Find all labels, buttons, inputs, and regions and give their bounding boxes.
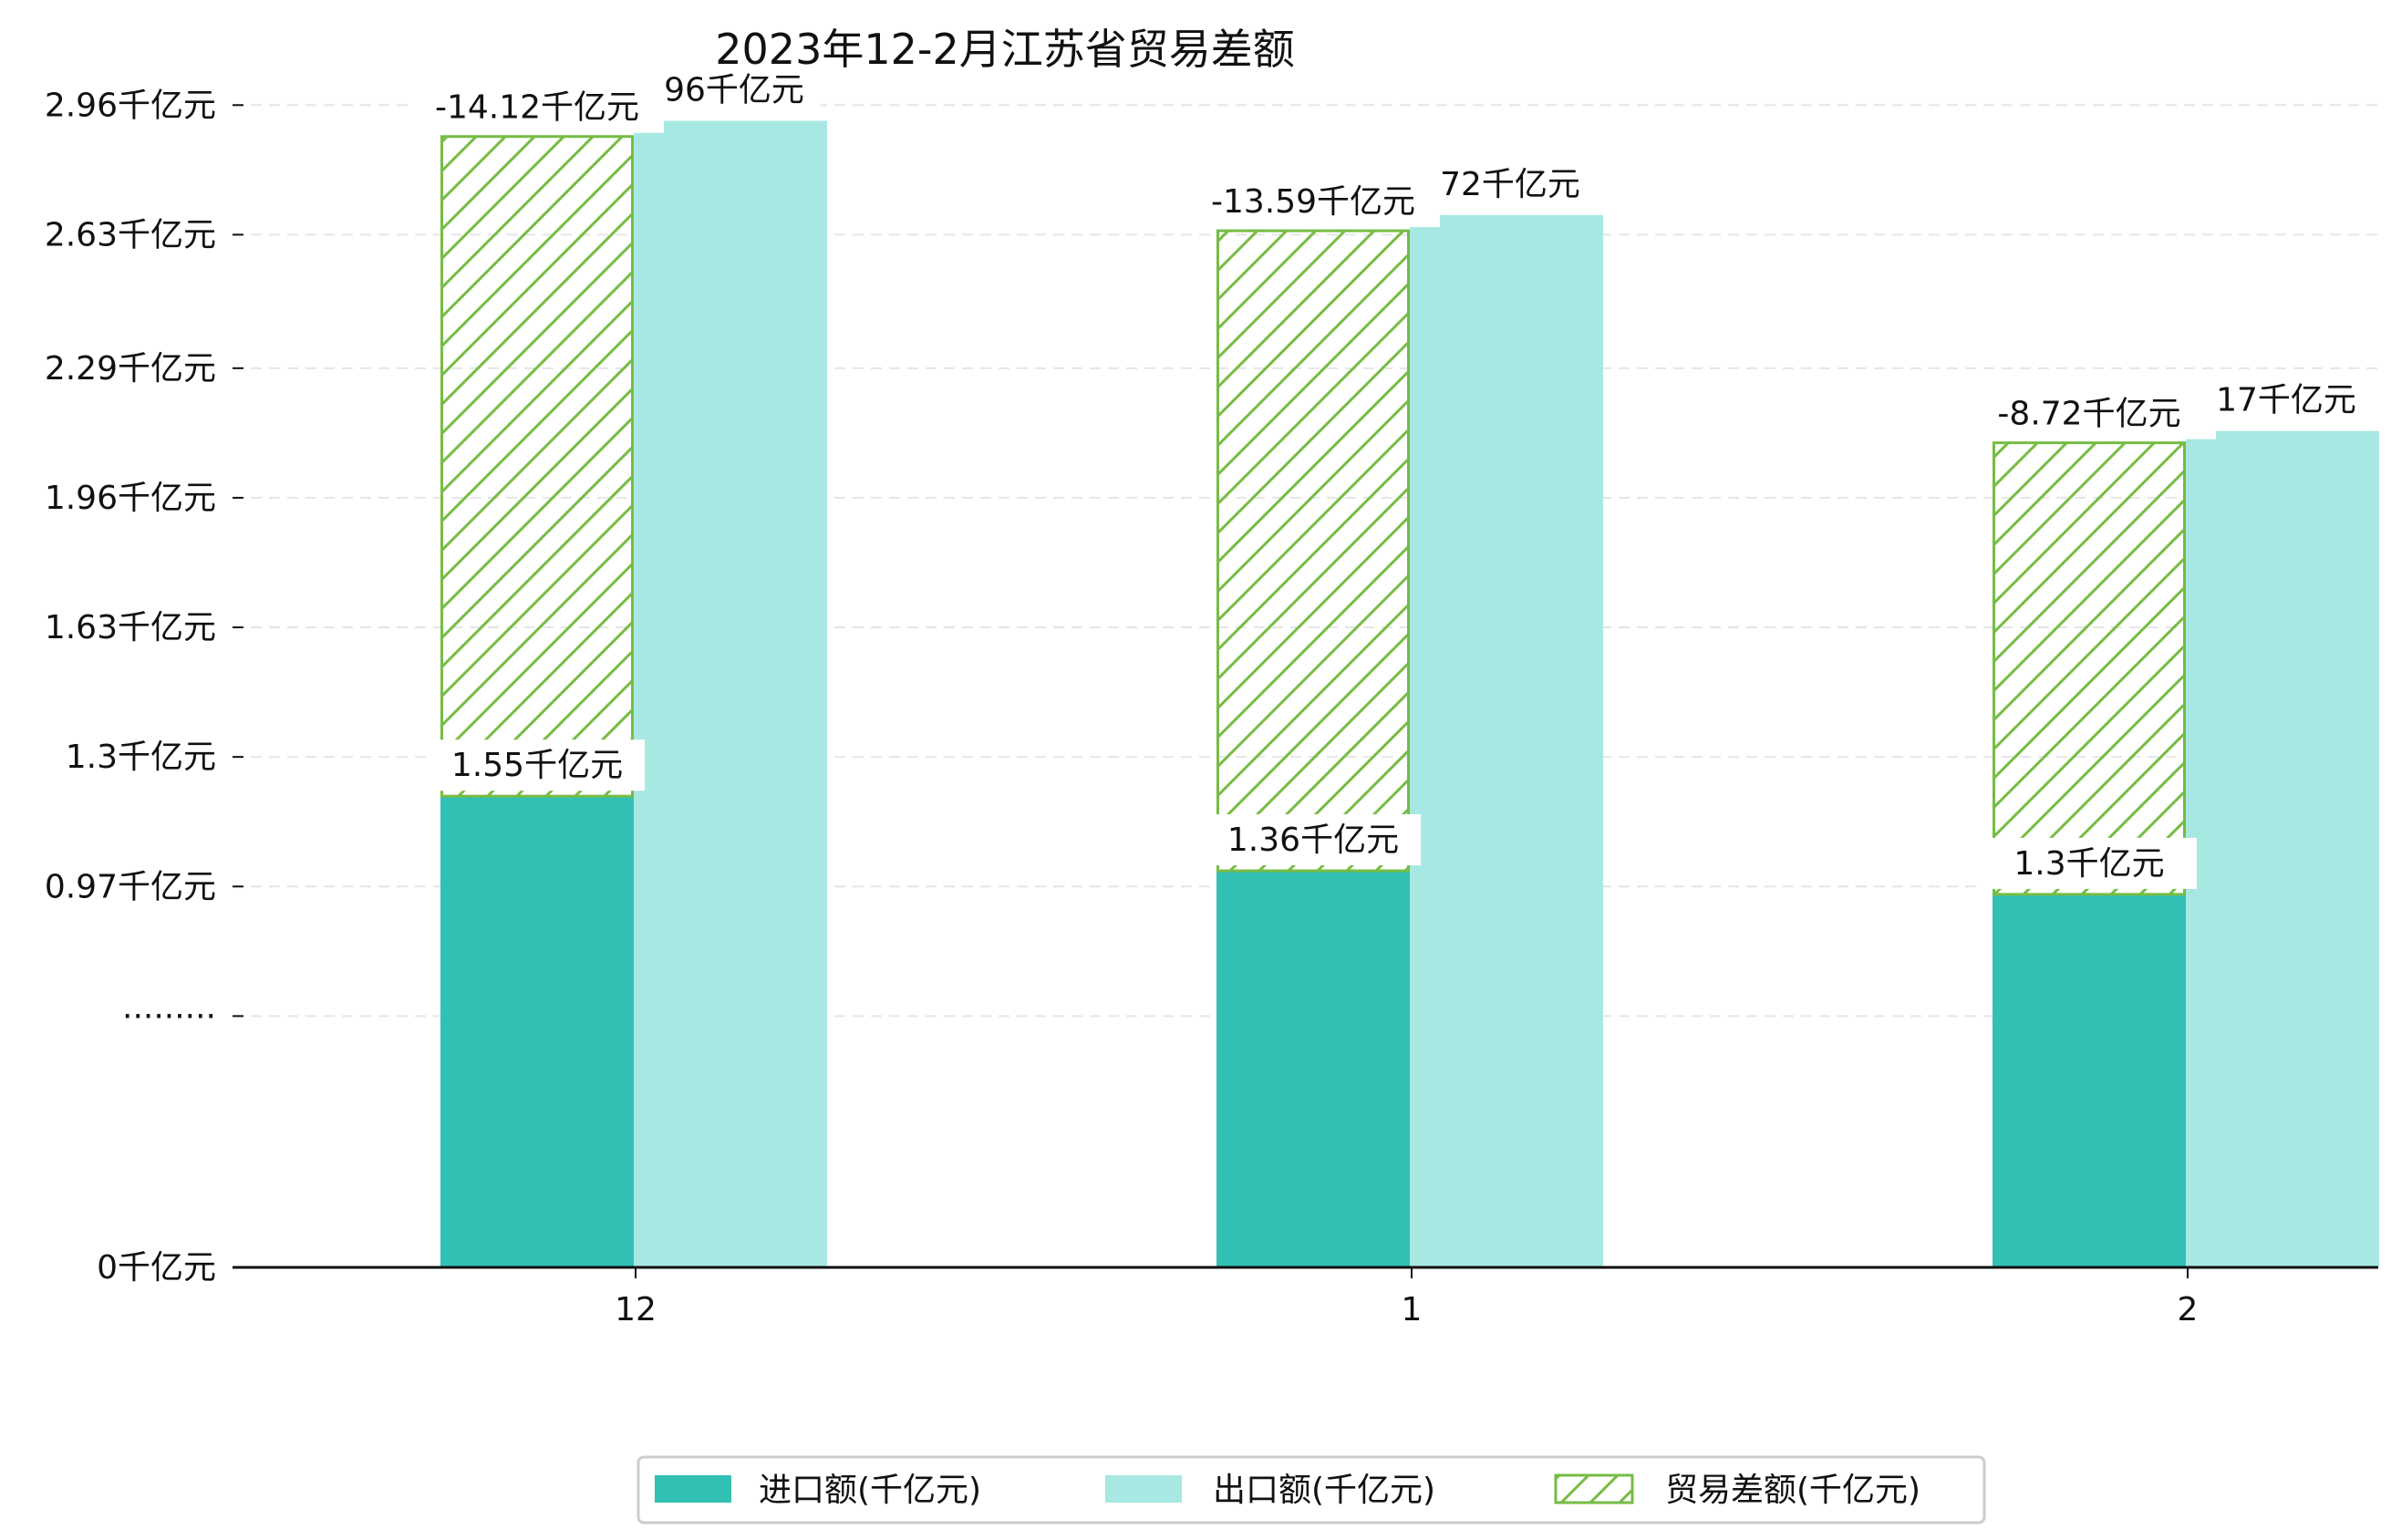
- export-label: 96千亿元: [648, 64, 820, 116]
- export-bar: [2186, 430, 2379, 1267]
- data-label-text: 1.3千亿元: [2013, 845, 2164, 883]
- x-tick-label: 1: [1402, 1291, 1423, 1328]
- axes: 0千亿元 ········· 0.97千亿元 1.3千亿元 1.63千亿元 1.96千亿元…: [45, 87, 2378, 1328]
- data-label-text: 1.36千亿元: [1227, 822, 1399, 859]
- import-label: 1.36千亿元: [1206, 814, 1421, 866]
- export-label: 72千亿元: [1424, 158, 1596, 210]
- import-label: 1.55千亿元: [430, 739, 645, 791]
- data-label-bg: [1206, 814, 1421, 866]
- y-tick-label: ·········: [122, 997, 216, 1035]
- balance-bar: [1992, 441, 2186, 896]
- data-label-bg: [1962, 388, 2216, 439]
- y-tick-label: 0.97千亿元: [45, 868, 216, 905]
- legend-box: [637, 1455, 1986, 1524]
- balance-label: -13.59千亿元: [1186, 176, 1440, 228]
- legend-swatch: [655, 1475, 731, 1503]
- legend: 进口额(千亿元) 出口额(千亿元) 贸易差额(千亿元): [637, 1455, 1986, 1524]
- y-tick-label: 1.3千亿元: [66, 739, 216, 776]
- y-tick-label: 2.96千亿元: [45, 87, 216, 124]
- data-label-text: 1.55千亿元: [451, 747, 623, 784]
- data-label-text: 17千亿元: [2216, 382, 2356, 419]
- bars: [440, 120, 2379, 1268]
- import-bar: [440, 796, 634, 1267]
- data-label-bg: [1424, 158, 1596, 210]
- data-label-bg: [648, 64, 820, 116]
- y-tick-label: 0千亿元: [97, 1249, 216, 1287]
- data-label-bg: [1982, 837, 2197, 889]
- data-label-bg: [410, 81, 664, 133]
- import-label: 1.3千亿元: [1982, 837, 2197, 889]
- balance-label: -8.72千亿元: [1962, 388, 2216, 439]
- data-label-bg: [1186, 176, 1440, 228]
- y-tick-label: 1.96千亿元: [45, 480, 216, 517]
- import-bar: [1216, 871, 1410, 1267]
- legend-item: 贸易差额(千亿元): [1554, 1472, 1920, 1509]
- balance-bar: [1216, 229, 1410, 873]
- import-bar: [1992, 894, 2186, 1267]
- legend-swatch: [1554, 1473, 1634, 1504]
- data-label-text: -8.72千亿元: [1997, 396, 2180, 433]
- data-label-text: -14.12千亿元: [435, 89, 639, 127]
- export-bar: [634, 120, 827, 1268]
- data-label-text: -13.59千亿元: [1211, 183, 1415, 221]
- x-tick-label: 12: [615, 1291, 657, 1328]
- data-label-text: 72千亿元: [1440, 166, 1580, 203]
- legend-item: 出口额(千亿元): [1105, 1472, 1435, 1509]
- data-label-text: 96千亿元: [664, 72, 804, 109]
- x-tick-label: 2: [2178, 1291, 2199, 1328]
- data-label-bg: [430, 739, 645, 791]
- y-tick-label: 2.63千亿元: [45, 216, 216, 253]
- legend-item: 进口额(千亿元): [655, 1472, 981, 1509]
- export-bar: [1410, 214, 1603, 1267]
- y-tick-label: 1.63千亿元: [45, 609, 216, 646]
- balance-label: -14.12千亿元: [410, 81, 664, 133]
- balance-bar: [440, 135, 634, 798]
- legend-swatch: [1105, 1475, 1182, 1503]
- legend-label: 进口额(千亿元): [759, 1472, 981, 1509]
- data-labels: 1.55千亿元 -14.12千亿元 96千亿元 1.36千亿元 -13.59千亿元 72千…: [410, 64, 2372, 889]
- export-label: 17千亿元: [2200, 374, 2372, 426]
- data-label-bg: [2200, 374, 2372, 426]
- y-tick-label: 2.29千亿元: [45, 350, 216, 388]
- legend-label: 出口额(千亿元): [1213, 1472, 1435, 1509]
- legend-label: 贸易差额(千亿元): [1665, 1472, 1920, 1509]
